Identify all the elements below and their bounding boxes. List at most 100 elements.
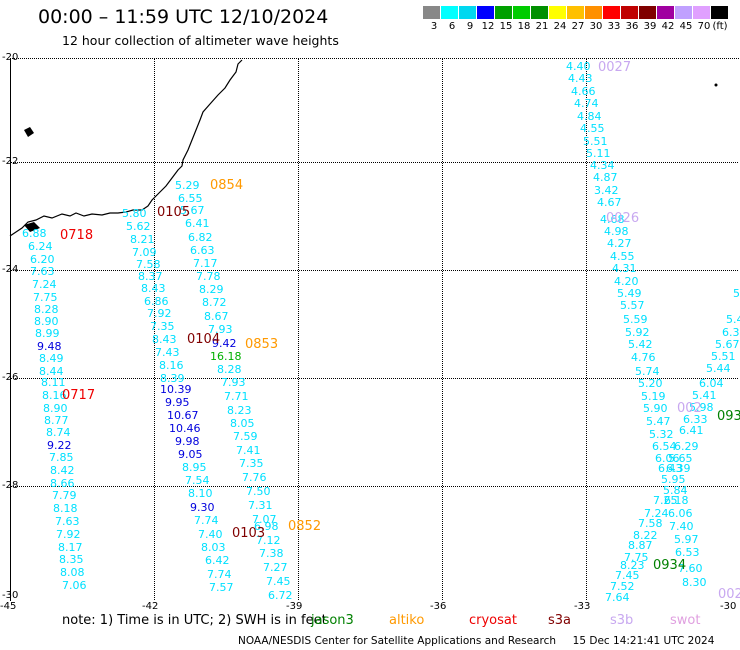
wave-height-value: 7.78 bbox=[196, 270, 221, 283]
wave-height-value: 6.20 bbox=[30, 253, 55, 266]
colorbar-swatch bbox=[621, 6, 638, 19]
wave-height-value: 6.88 bbox=[22, 227, 47, 240]
wave-height-value: 8.43 bbox=[152, 333, 177, 346]
grid-meridian bbox=[154, 58, 155, 600]
wave-height-value: 5.90 bbox=[643, 402, 668, 415]
wave-height-value: 10.46 bbox=[169, 422, 201, 435]
wave-height-value: 7.79 bbox=[52, 489, 77, 502]
colorbar-label: 12 bbox=[481, 21, 495, 32]
wave-height-value: 7.75 bbox=[33, 291, 58, 304]
lat-label: -24 bbox=[2, 264, 19, 275]
wave-height-value: 7.63 bbox=[55, 515, 80, 528]
satellite-name: s3b bbox=[610, 613, 634, 628]
colorbar-label: 3 bbox=[430, 21, 438, 32]
wave-height-value: 7.40 bbox=[669, 520, 694, 533]
wave-height-value: 6.42 bbox=[205, 554, 230, 567]
pass-time-label: 0105 bbox=[157, 205, 191, 220]
lon-label: -33 bbox=[574, 601, 591, 612]
colorbar-label: 15 bbox=[499, 21, 513, 32]
wave-height-value: 7.40 bbox=[198, 528, 223, 541]
lon-label: -39 bbox=[286, 601, 303, 612]
wave-height-value: 4.74 bbox=[574, 97, 599, 110]
wave-height-value: 6.53 bbox=[675, 546, 700, 559]
wave-height-value: 5.51 bbox=[733, 287, 740, 300]
wave-height-value: 8.90 bbox=[43, 402, 68, 415]
wave-height-value: 7.63 bbox=[30, 265, 55, 278]
wave-height-value: 9.42 bbox=[212, 337, 237, 350]
grid-parallel bbox=[10, 162, 738, 163]
wave-height-value: 4.31 bbox=[612, 262, 637, 275]
wave-height-value: 7.93 bbox=[221, 376, 246, 389]
wave-height-value: 8.87 bbox=[628, 539, 653, 552]
wave-height-value: 8.23 bbox=[227, 404, 252, 417]
wave-height-value: 7.85 bbox=[49, 451, 74, 464]
wave-height-value: 4.43 bbox=[568, 72, 593, 85]
wave-height-value: 8.77 bbox=[44, 414, 69, 427]
wave-height-value: 8.90 bbox=[34, 315, 59, 328]
wave-height-value: 7.35 bbox=[239, 457, 264, 470]
wave-height-value: 9.48 bbox=[37, 340, 62, 353]
wave-height-value: 7.71 bbox=[224, 390, 249, 403]
colorbar-swatch bbox=[441, 6, 458, 19]
wave-height-value: 8.99 bbox=[35, 327, 60, 340]
wave-height-value: 7.93 bbox=[208, 323, 233, 336]
wave-height-value: 8.43 bbox=[141, 282, 166, 295]
wave-height-value: 6.33 bbox=[683, 413, 708, 426]
wave-height-value: 6.98 bbox=[254, 520, 279, 533]
lat-label: -26 bbox=[2, 372, 19, 383]
wave-height-value: 7.12 bbox=[256, 534, 281, 547]
wave-height-value: 4.87 bbox=[593, 171, 618, 184]
wave-height-value: 5.44 bbox=[706, 362, 731, 375]
wave-height-value: 8.67 bbox=[204, 310, 229, 323]
wave-height-value: 10.39 bbox=[160, 383, 192, 396]
wave-height-value: 7.35 bbox=[150, 320, 175, 333]
wave-height-value: 7.06 bbox=[62, 579, 87, 592]
wave-height-value: 8.95 bbox=[182, 461, 207, 474]
wave-height-value: 5.42 bbox=[628, 338, 653, 351]
wave-height-value: 5.67 bbox=[715, 338, 740, 351]
wave-height-value: 7.50 bbox=[246, 485, 271, 498]
wave-height-value: 7.57 bbox=[209, 581, 234, 594]
wave-height-value: 6.86 bbox=[144, 295, 169, 308]
wave-height-value: 5.11 bbox=[586, 147, 611, 160]
wave-height-value: 5.84 bbox=[663, 484, 688, 497]
colorbar-label: 18 bbox=[517, 21, 531, 32]
colorbar-swatch bbox=[423, 6, 440, 19]
wave-height-value: 8.08 bbox=[60, 566, 85, 579]
grid-parallel bbox=[10, 378, 738, 379]
wave-height-value: 5.67 bbox=[180, 204, 205, 217]
lon-label: -30 bbox=[720, 601, 737, 612]
wave-height-value: 6.06 bbox=[655, 452, 680, 465]
wave-height-value: 8.74 bbox=[46, 426, 71, 439]
wave-height-value: 4.84 bbox=[577, 110, 602, 123]
satellite-name: jason3 bbox=[311, 613, 354, 628]
colorbar-label: 70 bbox=[697, 21, 711, 32]
wave-height-value: 7.17 bbox=[193, 257, 218, 270]
colorbar-label: 24 bbox=[553, 21, 567, 32]
pass-time-label: 0027 bbox=[598, 60, 632, 75]
wave-height-value: 5.80 bbox=[122, 207, 147, 220]
wave-height-value: 6.39 bbox=[666, 462, 691, 475]
wave-height-value: 4.27 bbox=[607, 237, 632, 250]
colorbar-label: 33 bbox=[607, 21, 621, 32]
wave-height-value: 7.31 bbox=[248, 499, 273, 512]
wave-height-value: 8.17 bbox=[58, 541, 83, 554]
wave-height-value: 6.18 bbox=[664, 494, 689, 507]
wave-height-value: 7.52 bbox=[610, 580, 635, 593]
wave-height-value: 7.74 bbox=[194, 514, 219, 527]
colorbar-label: 9 bbox=[466, 21, 474, 32]
pass-time-label: 0852 bbox=[288, 519, 322, 534]
colorbar-label: 45 bbox=[679, 21, 693, 32]
grid-parallel bbox=[10, 486, 738, 487]
wave-height-value: 7.25 bbox=[653, 494, 678, 507]
colorbar-swatch bbox=[567, 6, 584, 19]
colorbar-swatch bbox=[639, 6, 656, 19]
wave-height-value: 5.47 bbox=[646, 415, 671, 428]
wave-height-value: 6.82 bbox=[188, 231, 213, 244]
satellite-name: altiko bbox=[389, 613, 425, 628]
map-subtitle: 12 hour collection of altimeter wave hei… bbox=[62, 33, 339, 48]
wave-height-value: 8.49 bbox=[39, 352, 64, 365]
wave-height-value: 9.98 bbox=[175, 435, 200, 448]
grid-parallel bbox=[10, 270, 738, 271]
pass-time-label: 0853 bbox=[245, 337, 279, 352]
